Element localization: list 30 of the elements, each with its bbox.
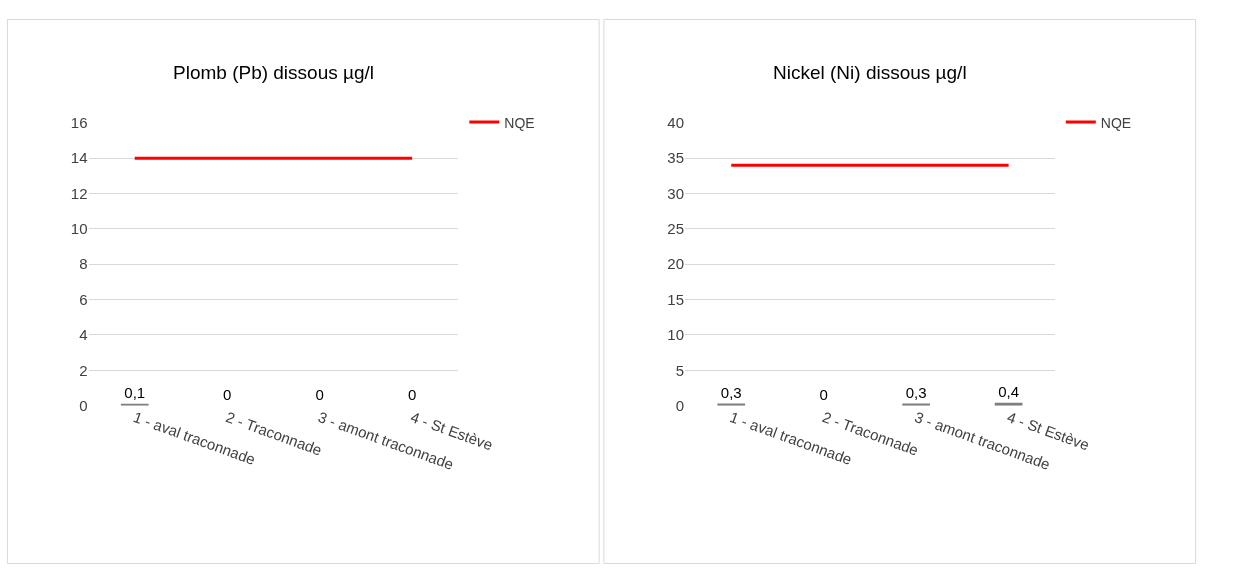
- y-tick-label: 14: [70, 149, 88, 167]
- data-label: 0: [315, 385, 324, 403]
- y-tick-label: 20: [667, 255, 685, 273]
- y-tick-label: 30: [667, 184, 685, 202]
- y-tick-label: 10: [667, 326, 685, 344]
- data-label: 0,4: [998, 382, 1020, 400]
- y-tick-label: 12: [70, 184, 88, 202]
- chart-title: Nickel (Ni) dissous µg/l: [773, 62, 967, 83]
- y-tick-label: 0: [79, 396, 88, 414]
- y-tick-label: 16: [70, 114, 88, 132]
- y-tick-label: 6: [79, 290, 88, 308]
- data-label: 0,1: [124, 383, 146, 401]
- legend-label: NQE: [1100, 114, 1132, 131]
- y-tick-label: 40: [667, 114, 685, 132]
- y-tick-label: 5: [675, 361, 685, 379]
- chart-title: Plomb (Pb) dissous µg/l: [173, 62, 375, 83]
- y-tick-label: 0: [675, 396, 685, 414]
- data-label: 0: [407, 385, 417, 403]
- data-label: 0,3: [905, 383, 927, 401]
- y-tick-label: 4: [79, 326, 88, 344]
- y-tick-label: 2: [79, 361, 88, 379]
- y-tick-label: 10: [70, 220, 88, 238]
- y-tick-label: 25: [667, 220, 685, 238]
- legend-label: NQE: [504, 114, 535, 131]
- data-label: 0,3: [720, 383, 742, 401]
- data-label: 0: [223, 385, 232, 403]
- data-label: 0: [819, 385, 828, 403]
- y-tick-label: 15: [667, 290, 685, 308]
- y-tick-label: 8: [79, 255, 88, 273]
- y-tick-label: 35: [667, 149, 685, 167]
